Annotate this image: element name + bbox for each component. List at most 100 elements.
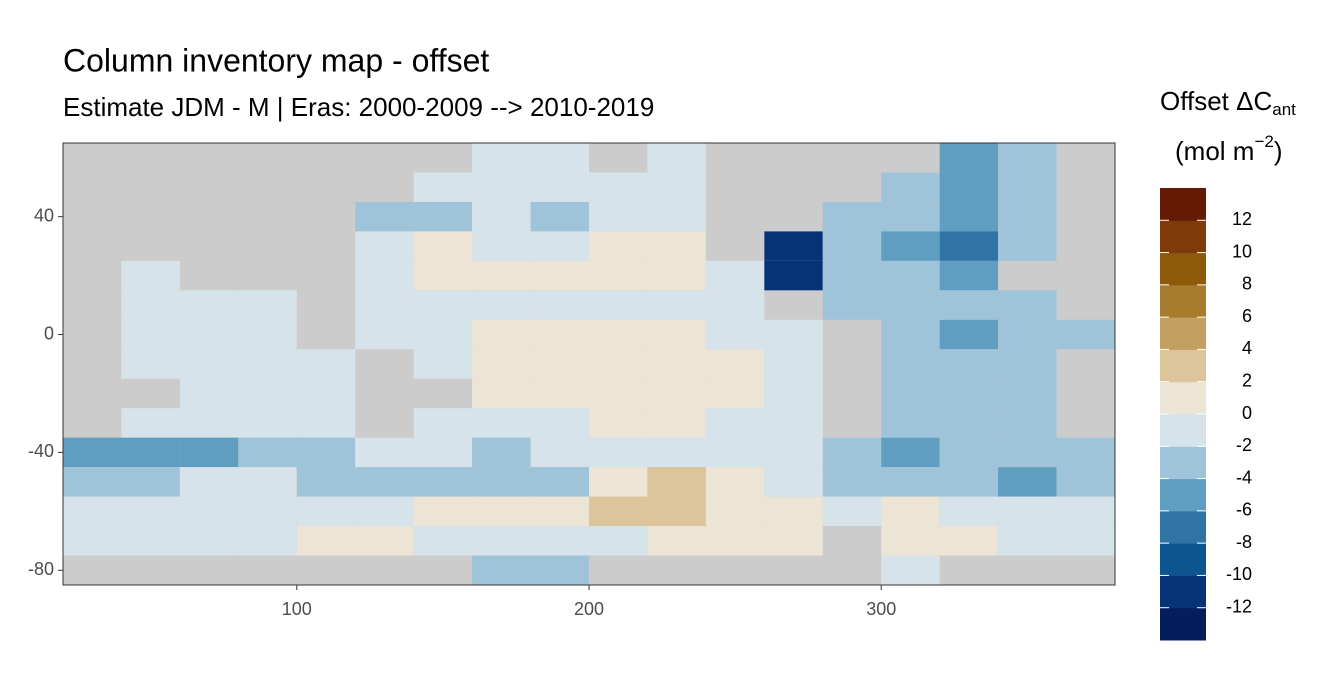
map-cell bbox=[589, 526, 648, 556]
map-cell bbox=[589, 319, 648, 350]
map-cell bbox=[238, 437, 297, 468]
map-cell bbox=[355, 437, 414, 468]
map-cell bbox=[881, 408, 940, 438]
map-cell bbox=[939, 231, 999, 261]
map-cell bbox=[530, 526, 589, 556]
map-cell bbox=[1056, 437, 1115, 468]
colorbar-bin bbox=[1160, 414, 1206, 447]
map-cell bbox=[179, 290, 239, 320]
map-cell bbox=[881, 260, 940, 291]
map-cell bbox=[179, 408, 239, 438]
x-tick-label: 100 bbox=[282, 599, 312, 619]
chart-title: Column inventory map - offset bbox=[63, 42, 489, 78]
map-cell bbox=[413, 467, 473, 497]
map-cell bbox=[881, 290, 940, 320]
legend-title-sub: ant bbox=[1272, 100, 1296, 119]
map-cell bbox=[939, 496, 999, 527]
chart-subtitle: Estimate JDM - M | Eras: 2000-2009 --> 2… bbox=[63, 92, 654, 122]
colorbar-bin bbox=[1160, 381, 1206, 415]
colorbar-label: -2 bbox=[1236, 435, 1252, 455]
map-cell bbox=[939, 319, 999, 350]
map-cell bbox=[647, 143, 706, 173]
map-cell bbox=[764, 467, 823, 497]
map-cell bbox=[998, 319, 1057, 350]
map-cell bbox=[998, 408, 1057, 438]
map-cell bbox=[121, 260, 180, 291]
legend-title: Offset ΔCant bbox=[1160, 86, 1296, 120]
map-cell bbox=[764, 231, 823, 261]
map-cell bbox=[413, 290, 473, 320]
map-cell bbox=[63, 467, 122, 497]
map-cell bbox=[764, 496, 823, 527]
legend-units-main: (mol m bbox=[1175, 136, 1254, 166]
map-cell bbox=[238, 290, 297, 320]
y-tick-label: -40 bbox=[28, 441, 54, 461]
map-cell bbox=[530, 172, 589, 202]
map-cell bbox=[589, 496, 648, 527]
map-cell bbox=[530, 378, 589, 409]
colorbar-bin bbox=[1160, 446, 1206, 480]
colorbar: 12 10 8 6 4 2 0 -2 -4 -6 -8 -10 -12 bbox=[1160, 188, 1252, 641]
x-tick-label: 300 bbox=[866, 599, 896, 619]
map-cell bbox=[705, 290, 765, 320]
map-cell bbox=[822, 290, 882, 320]
map-cell bbox=[355, 260, 414, 291]
map-cell bbox=[121, 349, 180, 379]
map-cell bbox=[530, 231, 589, 261]
map-cell bbox=[296, 378, 356, 409]
map-cell bbox=[121, 290, 180, 320]
map-cell bbox=[355, 526, 414, 556]
map-cell bbox=[355, 496, 414, 527]
map-cell bbox=[589, 349, 648, 379]
map-cell bbox=[822, 496, 882, 527]
map-cell bbox=[530, 555, 589, 585]
colorbar-label: 4 bbox=[1242, 338, 1252, 358]
map-cell bbox=[413, 319, 473, 350]
map-cell bbox=[998, 201, 1057, 232]
map-cell bbox=[413, 526, 473, 556]
map-cell bbox=[472, 319, 531, 350]
map-cell bbox=[472, 260, 531, 291]
map-cell bbox=[881, 349, 940, 379]
colorbar-label: 0 bbox=[1242, 403, 1252, 423]
map-cell bbox=[998, 496, 1057, 527]
map-cell bbox=[881, 319, 940, 350]
map-cell bbox=[881, 437, 940, 468]
colorbar-bin bbox=[1160, 543, 1206, 576]
colorbar-bin bbox=[1160, 575, 1206, 609]
map-cell bbox=[939, 143, 999, 173]
legend-title-main: Offset ΔC bbox=[1160, 86, 1272, 116]
colorbar-label: 10 bbox=[1232, 241, 1252, 261]
map-cell bbox=[121, 408, 180, 438]
map-cell bbox=[238, 378, 297, 409]
map-cell bbox=[939, 349, 999, 379]
map-cell bbox=[998, 467, 1057, 497]
map-cell bbox=[881, 467, 940, 497]
colorbar-label: 6 bbox=[1242, 306, 1252, 326]
map-cell bbox=[998, 172, 1057, 202]
map-cell bbox=[472, 231, 531, 261]
colorbar-bin bbox=[1160, 188, 1206, 221]
map-cell bbox=[705, 526, 765, 556]
map-cell bbox=[238, 496, 297, 527]
map-panel bbox=[62, 142, 1116, 586]
map-cell bbox=[764, 260, 823, 291]
map-cell bbox=[530, 319, 589, 350]
map-cell bbox=[355, 231, 414, 261]
colorbar-bin bbox=[1160, 349, 1206, 383]
map-cell bbox=[238, 408, 297, 438]
map-cell bbox=[939, 201, 999, 232]
map-cell bbox=[472, 378, 531, 409]
colorbar-label: -6 bbox=[1236, 500, 1252, 520]
map-cell bbox=[705, 408, 765, 438]
map-cell bbox=[998, 526, 1057, 556]
map-cell bbox=[647, 378, 706, 409]
map-cell bbox=[998, 143, 1057, 173]
map-cell bbox=[764, 378, 823, 409]
map-cell bbox=[589, 231, 648, 261]
map-cell bbox=[998, 437, 1057, 468]
map-cell bbox=[822, 467, 882, 497]
map-cell bbox=[530, 143, 589, 173]
map-cell bbox=[296, 349, 356, 379]
map-cell bbox=[822, 437, 882, 468]
